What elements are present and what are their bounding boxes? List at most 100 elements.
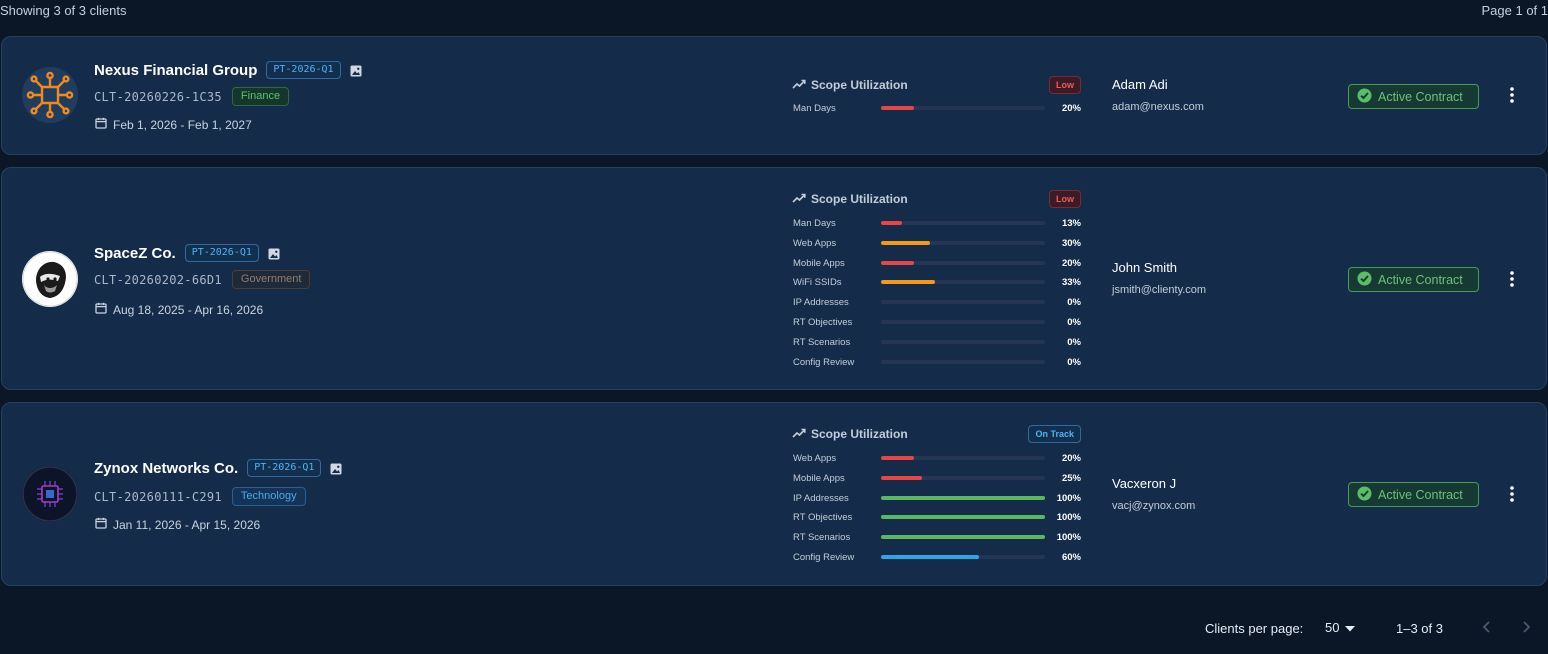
- rows-per-page-value: 50: [1325, 620, 1340, 635]
- client-name[interactable]: Zynox Networks Co.: [94, 459, 239, 477]
- scope-row-percent: 20%: [1061, 257, 1081, 269]
- client-logo: [22, 67, 78, 123]
- client-card[interactable]: Nexus Financial Group PT-2026-Q1 CLT-202…: [1, 36, 1547, 155]
- scope-row: IP Addresses 0%: [792, 293, 1082, 313]
- scope-row-percent: 100%: [1056, 532, 1081, 544]
- rows-per-page-select[interactable]: 50: [1325, 620, 1356, 635]
- scope-row: RT Objectives 100%: [792, 508, 1082, 528]
- scope-progress-fill: [881, 456, 914, 460]
- scope-progress-fill: [881, 240, 931, 245]
- scope-row-percent: 100%: [1056, 492, 1081, 504]
- contact-name: Adam Adi: [1112, 77, 1168, 92]
- scope-row: RT Objectives 0%: [792, 313, 1082, 333]
- scope-progress-track: [881, 280, 1045, 285]
- check-circle-icon: [1357, 271, 1372, 289]
- next-page-button[interactable]: [1517, 618, 1535, 636]
- image-icon[interactable]: [350, 64, 362, 77]
- scope-progress-fill: [881, 495, 1045, 500]
- scope-progress-track: [881, 359, 1045, 364]
- scope-utilization: Scope Utilization Low Man Days 13% Web App…: [792, 190, 1082, 368]
- scope-utilization: Scope Utilization Low Man Days 20%: [792, 76, 1082, 114]
- contact: John Smith jsmith@clienty.com: [1112, 260, 1206, 296]
- scope-row-label: RT Scenarios: [793, 336, 851, 348]
- contract-dates: Jan 11, 2026 - Apr 15, 2026: [113, 517, 261, 532]
- scope-row: Web Apps 30%: [792, 234, 1082, 254]
- page-range: 1–3 of 3: [1396, 621, 1443, 636]
- previous-page-button[interactable]: [1478, 618, 1496, 636]
- industry-chip: Government: [231, 270, 311, 289]
- caret-down-icon: [1345, 620, 1356, 635]
- scope-progress-fill: [881, 554, 980, 559]
- client-card[interactable]: SpaceZ Co. PT-2026-Q1 CLT-20260202-66D1 …: [1, 167, 1547, 390]
- image-icon[interactable]: [268, 247, 280, 260]
- more-options-icon[interactable]: [1502, 269, 1522, 289]
- scope-progress-track: [881, 260, 1045, 265]
- scope-row-percent: 0%: [1067, 316, 1081, 328]
- scope-progress-track: [881, 515, 1045, 520]
- contact: Adam Adi adam@nexus.com: [1112, 77, 1204, 113]
- scope-status-badge: Low: [1049, 190, 1081, 208]
- contract-dates: Aug 18, 2025 - Apr 16, 2026: [113, 302, 264, 317]
- client-code: CLT-20260111-C291: [94, 489, 222, 504]
- contact-email[interactable]: adam@nexus.com: [1112, 101, 1204, 113]
- scope-row-percent: 0%: [1067, 297, 1081, 309]
- more-options-icon[interactable]: [1502, 484, 1522, 504]
- client-logo: [22, 251, 78, 307]
- calendar-icon: [95, 517, 107, 532]
- scope-row: WiFi SSIDs 33%: [792, 273, 1082, 293]
- client-card[interactable]: Zynox Networks Co. PT-2026-Q1 CLT-202601…: [1, 402, 1547, 586]
- contact: Vacxeron J vacj@zynox.com: [1112, 476, 1195, 512]
- scope-progress-fill: [881, 280, 936, 285]
- scope-row-label: IP Addresses: [793, 492, 849, 504]
- contact-email[interactable]: vacj@zynox.com: [1112, 500, 1196, 512]
- contact-email[interactable]: jsmith@clienty.com: [1112, 284, 1207, 296]
- scope-progress-track: [881, 221, 1045, 225]
- scope-progress-track: [881, 240, 1045, 245]
- engagement-tag: PT-2026-Q1: [184, 244, 259, 262]
- scope-row-label: Web Apps: [793, 237, 837, 249]
- scope-row-percent: 33%: [1061, 277, 1081, 289]
- scope-row-label: Config Review: [793, 551, 855, 563]
- client-code: CLT-20260226-1C35: [94, 89, 222, 104]
- contract-status-badge: Active Contract: [1348, 267, 1479, 292]
- scope-title: Scope Utilization: [811, 78, 908, 92]
- client-name[interactable]: Nexus Financial Group: [94, 61, 258, 79]
- scope-progress-track: [881, 495, 1045, 500]
- scope-row: Config Review 0%: [792, 353, 1082, 373]
- scope-progress-fill: [881, 515, 1045, 520]
- showing-count: Showing 3 of 3 clients: [0, 3, 127, 18]
- contract-status-label: Active Contract: [1378, 89, 1463, 104]
- scope-progress-fill: [881, 106, 914, 110]
- scope-progress-track: [881, 456, 1045, 460]
- scope-row-label: Mobile Apps: [793, 472, 845, 484]
- scope-status-badge: Low: [1049, 76, 1081, 94]
- scope-progress-track: [881, 535, 1045, 540]
- scope-row-label: IP Addresses: [793, 297, 849, 309]
- scope-row-label: Man Days: [793, 218, 836, 229]
- scope-row-label: Man Days: [793, 103, 836, 114]
- trending-up-icon: [792, 76, 806, 94]
- scope-row-percent: 30%: [1061, 237, 1081, 249]
- scope-utilization: Scope Utilization On Track Web Apps 20% Mo…: [792, 425, 1082, 563]
- scope-row: Mobile Apps 20%: [792, 254, 1082, 274]
- rows-per-page-label: Clients per page:: [1205, 621, 1304, 636]
- scope-progress-fill: [881, 260, 914, 265]
- scope-progress-track: [881, 106, 1045, 110]
- pagination-bar: Clients per page: 50 1–3 of 3: [0, 610, 1548, 646]
- scope-progress-fill: [881, 535, 1045, 540]
- scope-progress-track: [881, 339, 1045, 344]
- scope-row-percent: 0%: [1067, 356, 1081, 368]
- scope-rows: Web Apps 20% Mobile Apps 25% IP Addresses 100…: [792, 449, 1082, 568]
- scope-row-percent: 20%: [1061, 453, 1081, 464]
- check-circle-icon: [1357, 88, 1372, 106]
- more-options-icon[interactable]: [1502, 85, 1522, 105]
- contact-name: John Smith: [1112, 260, 1178, 275]
- image-icon[interactable]: [330, 462, 342, 475]
- client-name[interactable]: SpaceZ Co.: [94, 244, 176, 262]
- client-logo: [22, 466, 78, 522]
- industry-chip: Finance: [231, 87, 290, 106]
- scope-row-label: Config Review: [793, 356, 855, 368]
- scope-row: Mobile Apps 25%: [792, 469, 1082, 489]
- scope-progress-fill: [881, 475, 922, 480]
- contract-status-label: Active Contract: [1378, 272, 1463, 287]
